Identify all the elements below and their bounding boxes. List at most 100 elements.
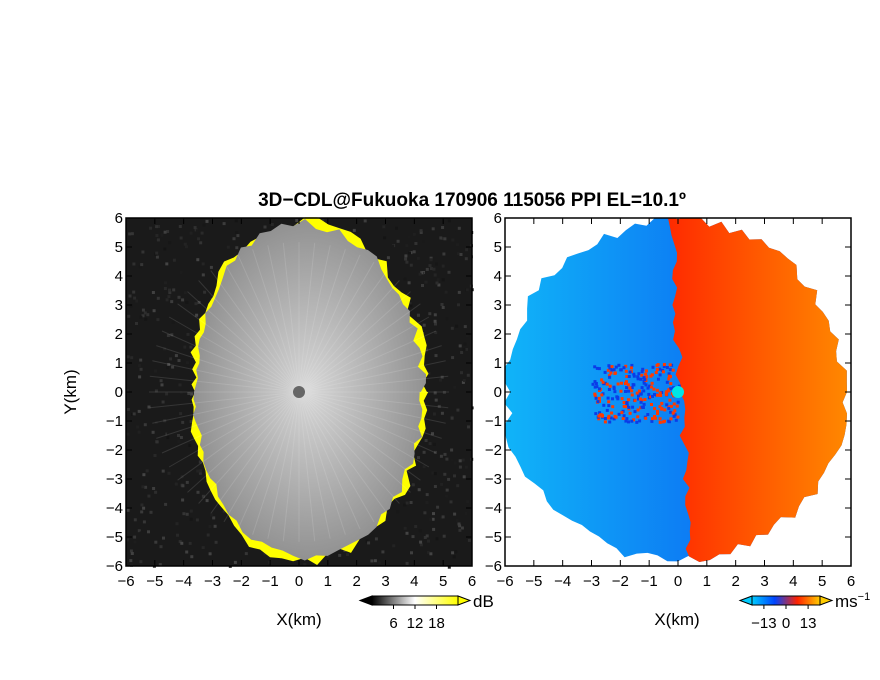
speckle-pixel bbox=[665, 380, 669, 384]
noise-pixel bbox=[437, 283, 441, 287]
noise-pixel bbox=[164, 502, 168, 506]
noise-pixel bbox=[179, 436, 183, 439]
noise-pixel bbox=[429, 552, 433, 556]
snr-xlabel: X(km) bbox=[276, 610, 321, 629]
figure-title: 3D−CDL@Fukuoka 170906 115056 PPI EL=10.1… bbox=[258, 190, 686, 211]
noise-pixel bbox=[374, 537, 378, 541]
noise-pixel bbox=[135, 299, 139, 303]
noise-pixel bbox=[407, 235, 411, 239]
noise-pixel bbox=[170, 333, 174, 337]
noise-pixel bbox=[138, 375, 142, 379]
noise-pixel bbox=[460, 526, 464, 530]
speckle-pixel bbox=[637, 372, 641, 376]
noise-pixel bbox=[164, 537, 168, 541]
radial-streak bbox=[298, 249, 346, 393]
speckle-pixel bbox=[649, 395, 653, 399]
radial-streak bbox=[161, 330, 300, 393]
radial-streak bbox=[168, 391, 300, 468]
noise-pixel bbox=[155, 234, 159, 237]
noise-pixel bbox=[414, 525, 418, 528]
radial-streak bbox=[298, 360, 446, 393]
radial-streak bbox=[298, 391, 430, 468]
speckle-pixel bbox=[625, 401, 629, 404]
noise-pixel bbox=[403, 526, 407, 530]
speckle-pixel bbox=[650, 403, 653, 406]
noise-pixel bbox=[166, 366, 169, 370]
noise-pixel bbox=[467, 425, 470, 429]
noise-pixel bbox=[195, 518, 199, 522]
noise-pixel bbox=[129, 549, 133, 553]
snr-radial-streaks bbox=[149, 242, 449, 542]
noise-pixel bbox=[432, 512, 435, 516]
noise-pixel bbox=[457, 303, 460, 307]
speckle-pixel bbox=[594, 382, 598, 385]
speckle-pixel bbox=[640, 373, 644, 377]
noise-pixel bbox=[451, 238, 455, 242]
noise-pixel bbox=[182, 512, 186, 516]
noise-pixel bbox=[462, 475, 466, 479]
noise-pixel bbox=[130, 232, 134, 236]
noise-pixel bbox=[154, 490, 158, 494]
noise-pixel bbox=[128, 232, 132, 236]
speckle-pixel bbox=[662, 363, 666, 366]
noise-pixel bbox=[189, 231, 193, 235]
noise-pixel bbox=[409, 501, 413, 504]
noise-pixel bbox=[232, 237, 236, 241]
y-tick-label: 3 bbox=[115, 297, 123, 314]
y-tick-label: 2 bbox=[115, 326, 123, 343]
noise-pixel bbox=[411, 535, 415, 539]
noise-pixel bbox=[152, 359, 156, 363]
noise-pixel bbox=[373, 559, 377, 563]
noise-pixel bbox=[409, 263, 413, 267]
noise-pixel bbox=[466, 500, 470, 504]
noise-pixel bbox=[461, 458, 465, 462]
noise-pixel bbox=[141, 314, 145, 318]
speckle-pixel bbox=[612, 368, 616, 372]
noise-pixel bbox=[433, 273, 437, 277]
radial-streak bbox=[298, 391, 388, 514]
radial-streak bbox=[187, 291, 300, 393]
noise-pixel bbox=[383, 236, 387, 240]
noise-pixel bbox=[143, 311, 147, 315]
noise-pixel bbox=[455, 231, 459, 235]
noise-pixel bbox=[158, 563, 162, 567]
noise-pixel bbox=[467, 538, 471, 542]
noise-pixel bbox=[433, 313, 437, 317]
noise-pixel bbox=[177, 440, 181, 444]
noise-pixel bbox=[395, 226, 398, 230]
speckle-pixel bbox=[608, 375, 612, 379]
radial-streak bbox=[298, 316, 430, 393]
noise-pixel bbox=[263, 225, 267, 229]
speckle-pixel bbox=[628, 386, 632, 390]
y-tick-label: −2 bbox=[485, 442, 502, 459]
noise-pixel bbox=[425, 267, 429, 271]
x-tick-label: −4 bbox=[554, 573, 571, 590]
noise-pixel bbox=[440, 411, 444, 415]
noise-pixel bbox=[141, 308, 145, 312]
speckle-pixel bbox=[624, 364, 628, 368]
speckle-pixel bbox=[661, 370, 665, 374]
noise-pixel bbox=[443, 452, 447, 456]
speckle-pixel bbox=[660, 406, 664, 410]
noise-pixel bbox=[235, 231, 239, 234]
noise-pixel bbox=[417, 313, 420, 317]
speckle-pixel bbox=[668, 368, 672, 372]
noise-pixel bbox=[137, 529, 141, 533]
speckle-pixel bbox=[633, 399, 637, 403]
noise-pixel bbox=[167, 363, 171, 366]
noise-pixel bbox=[139, 367, 143, 371]
speckle-pixel bbox=[643, 378, 647, 382]
noise-pixel bbox=[126, 538, 129, 542]
radial-streak bbox=[298, 291, 411, 393]
velocity-colorbar: −13 0 13 ms−1 bbox=[738, 591, 870, 632]
speckle-pixel bbox=[667, 405, 671, 409]
speckle-pixel bbox=[669, 410, 673, 414]
speckle-pixel bbox=[636, 397, 640, 401]
noise-pixel bbox=[405, 260, 409, 264]
velocity-speckle bbox=[591, 363, 681, 424]
noise-pixel bbox=[166, 334, 170, 337]
speckle-pixel bbox=[635, 391, 639, 395]
noise-pixel bbox=[408, 251, 411, 255]
x-tick-label: 1 bbox=[324, 573, 332, 590]
noise-pixel bbox=[166, 230, 170, 233]
